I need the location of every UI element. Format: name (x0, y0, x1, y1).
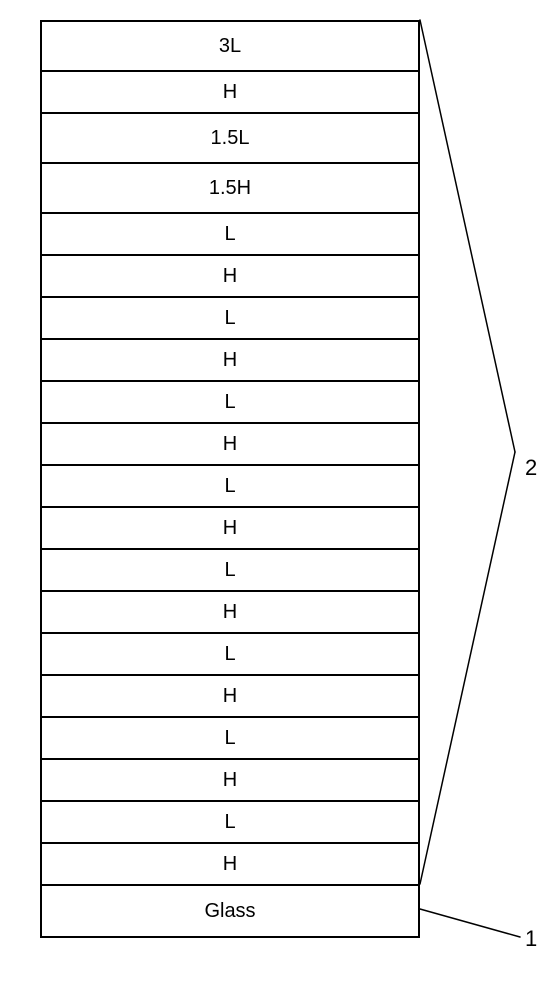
layer-label: H (223, 434, 237, 454)
layer-row: L (42, 382, 418, 424)
layer-label: 3L (219, 36, 241, 56)
layer-label: L (224, 812, 235, 832)
layer-row: L (42, 214, 418, 256)
ref-label-1: 1 (525, 926, 537, 952)
diagram-canvas: 3L H 1.5L 1.5H L H L H L H L H L H L H L H L H Glass 2 1 (0, 0, 548, 1000)
layer-stack: 3L H 1.5L 1.5H L H L H L H L H L H L H L H L H Glass (40, 20, 420, 938)
layer-label: H (223, 82, 237, 102)
layer-label: H (223, 770, 237, 790)
layer-row: L (42, 634, 418, 676)
layer-label: H (223, 266, 237, 286)
layer-label: L (224, 224, 235, 244)
layer-label: 1.5H (209, 178, 251, 198)
layer-row: 1.5L (42, 114, 418, 164)
layer-row: L (42, 802, 418, 844)
ref-label-2: 2 (525, 455, 537, 481)
layer-row: L (42, 466, 418, 508)
layer-label: L (224, 392, 235, 412)
layer-row: 3L (42, 22, 418, 72)
layer-row: Glass (42, 886, 418, 936)
layer-row: L (42, 298, 418, 340)
layer-label: H (223, 518, 237, 538)
layer-row: H (42, 844, 418, 886)
layer-row: H (42, 424, 418, 466)
layer-row: H (42, 592, 418, 634)
layer-label: L (224, 308, 235, 328)
layer-label: L (224, 560, 235, 580)
layer-row: L (42, 550, 418, 592)
layer-label: H (223, 602, 237, 622)
layer-label: H (223, 686, 237, 706)
layer-label: H (223, 350, 237, 370)
layer-row: H (42, 676, 418, 718)
layer-label: L (224, 728, 235, 748)
layer-label: H (223, 854, 237, 874)
layer-row: 1.5H (42, 164, 418, 214)
layer-label: 1.5L (211, 128, 250, 148)
layer-row: H (42, 508, 418, 550)
layer-row: H (42, 340, 418, 382)
layer-row: L (42, 718, 418, 760)
layer-row: H (42, 72, 418, 114)
layer-label: Glass (204, 901, 255, 921)
layer-label: L (224, 644, 235, 664)
layer-row: H (42, 256, 418, 298)
layer-label: L (224, 476, 235, 496)
layer-row: H (42, 760, 418, 802)
